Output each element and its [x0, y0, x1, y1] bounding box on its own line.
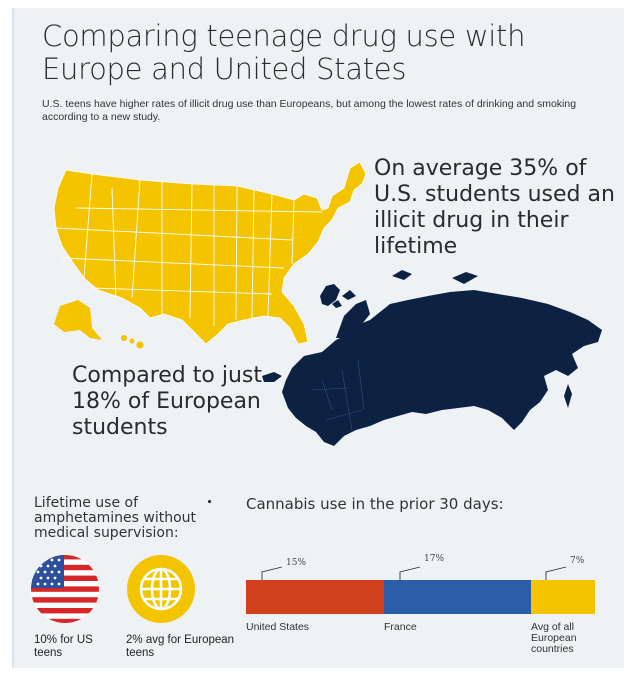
europe-amphetamine-caption: 2% avg for European teens [126, 634, 235, 659]
label-europe-avg: Avg of all European countries [531, 621, 577, 655]
amphetamines-heading: Lifetime use of amphetamines without med… [34, 495, 197, 541]
pct-united-states: 15% [286, 558, 307, 568]
us-amphetamine-caption: 10% for US teens [34, 634, 93, 659]
europe-drug-use-stat: Compared to just 18% of European student… [72, 363, 262, 440]
page-title: Comparing teenage drug use with Europe a… [42, 19, 526, 86]
us-flag-icon [30, 554, 100, 624]
greenland-map [320, 284, 340, 306]
infographic-panel: Comparing teenage drug use with Europe a… [12, 8, 624, 668]
us-map [53, 161, 367, 349]
bar-leader-lines [261, 566, 567, 580]
europe-map [262, 270, 602, 446]
cannabis-heading: Cannabis use in the prior 30 days: [246, 495, 504, 513]
bar-segment-france [384, 580, 531, 614]
label-france: France [384, 621, 417, 633]
page-subtitle: U.S. teens have higher rates of illicit … [42, 98, 577, 123]
pct-europe-avg: 7% [570, 556, 585, 566]
pct-france: 17% [424, 554, 445, 564]
bar-segment-europe-avg [531, 580, 595, 614]
globe-icon [126, 554, 196, 624]
bar-segment-united-states [246, 580, 384, 614]
us-drug-use-stat: On average 35% of U.S. students used an … [374, 156, 615, 259]
label-united-states: United States [246, 621, 310, 633]
decorative-dot [208, 500, 211, 503]
